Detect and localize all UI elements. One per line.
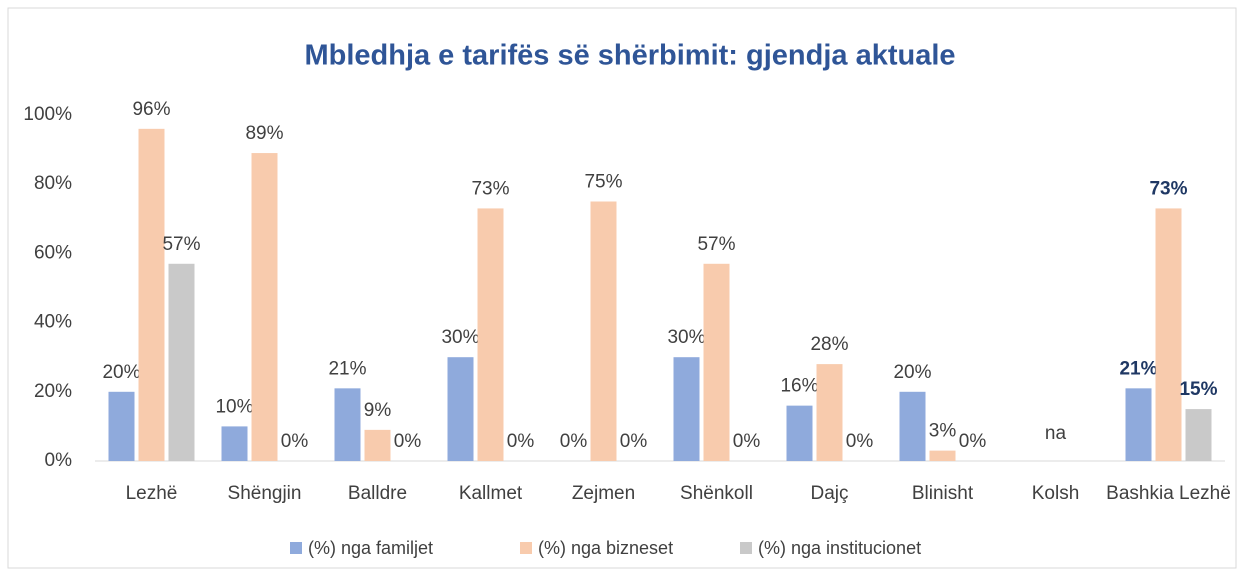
bar [477, 208, 504, 461]
legend-label: (%) nga familjet [308, 538, 433, 558]
bar [899, 391, 926, 461]
data-label: 10% [215, 396, 253, 417]
bar [364, 429, 391, 461]
data-label: 28% [810, 334, 848, 355]
data-label: 0% [394, 431, 422, 452]
bar [108, 391, 135, 461]
y-tick-label: 40% [34, 312, 72, 333]
data-label: 3% [929, 421, 957, 442]
data-label: 0% [560, 431, 588, 452]
bar [1155, 208, 1182, 461]
annotation: na [1045, 423, 1067, 444]
data-label: 0% [507, 431, 535, 452]
x-tick-label: Balldre [348, 483, 407, 504]
data-label: 73% [471, 178, 509, 199]
bar [703, 263, 730, 461]
y-tick-label: 80% [34, 173, 72, 194]
legend-swatch [740, 542, 752, 554]
data-label: 57% [697, 234, 735, 255]
data-label: 20% [102, 362, 140, 383]
data-label: 0% [959, 431, 987, 452]
bar [168, 263, 195, 461]
bar [138, 128, 165, 461]
x-tick-label: Bashkia Lezhë [1106, 483, 1231, 504]
x-tick-label: Lezhë [126, 483, 178, 504]
legend-label: (%) nga institucionet [758, 538, 921, 558]
data-label: 0% [733, 431, 761, 452]
data-label: 0% [846, 431, 874, 452]
x-tick-label: Shëngjin [228, 483, 302, 504]
data-label: 75% [584, 172, 622, 193]
x-tick-label: Blinisht [912, 483, 974, 504]
data-label: 0% [620, 431, 648, 452]
legend-label: (%) nga bizneset [538, 538, 673, 558]
bar [334, 388, 361, 461]
x-tick-label: Kallmet [459, 483, 523, 504]
y-tick-label: 20% [34, 381, 72, 402]
data-label: 16% [780, 376, 818, 397]
data-label: 73% [1149, 178, 1187, 199]
data-label: 21% [328, 358, 366, 379]
bar [251, 153, 278, 461]
bar [929, 450, 956, 461]
data-label: 20% [893, 362, 931, 383]
x-tick-label: Kolsh [1032, 483, 1080, 504]
x-tick-label: Shënkoll [680, 483, 753, 504]
data-label: 96% [132, 99, 170, 120]
bar [447, 357, 474, 461]
data-label: 57% [162, 234, 200, 255]
y-tick-label: 0% [45, 450, 73, 471]
x-tick-label: Dajç [810, 483, 848, 504]
bar [221, 426, 248, 461]
bar [673, 357, 700, 461]
bar [816, 364, 843, 461]
data-label: 89% [245, 123, 283, 144]
data-label: 15% [1179, 379, 1217, 400]
x-tick-label: Zejmen [572, 483, 635, 504]
bar [786, 405, 813, 461]
chart-title: Mbledhja e tarifës së shërbimit: gjendja… [304, 40, 955, 72]
data-label: 21% [1119, 358, 1157, 379]
data-label: 30% [667, 327, 705, 348]
data-label: 0% [281, 431, 309, 452]
legend-swatch [520, 542, 532, 554]
chart-border [7, 7, 1237, 569]
data-label: 30% [441, 327, 479, 348]
bar [1125, 388, 1152, 461]
bar [590, 201, 617, 461]
y-tick-label: 100% [23, 104, 72, 125]
legend-swatch [290, 542, 302, 554]
data-label: 9% [364, 400, 392, 421]
y-tick-label: 60% [34, 242, 72, 263]
bar [1185, 409, 1212, 461]
